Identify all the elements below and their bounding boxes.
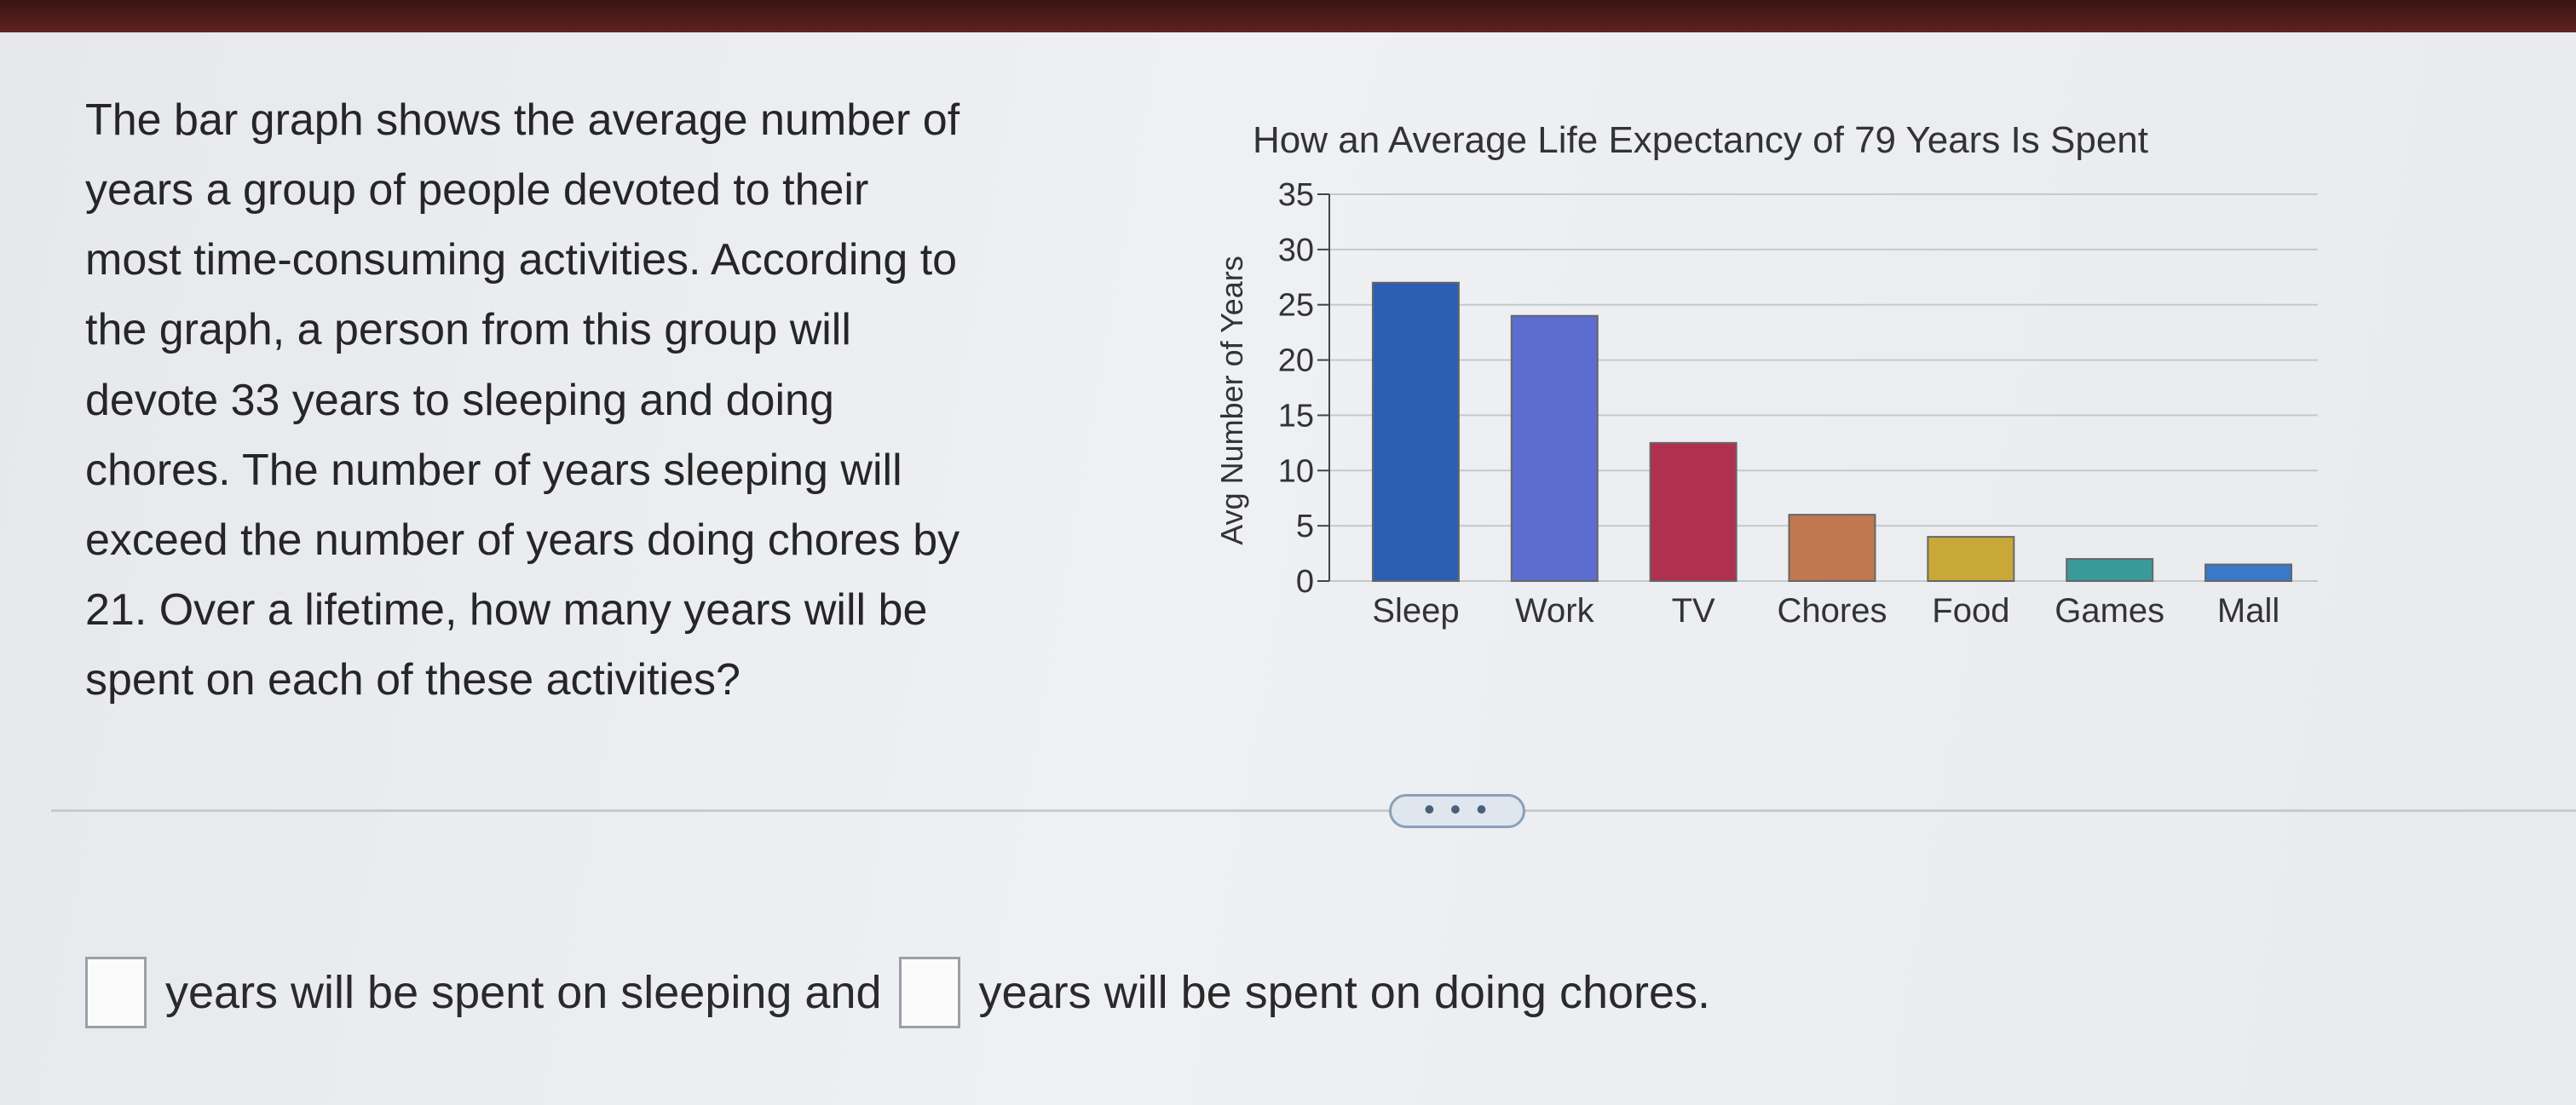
y-tick-label: 5: [1296, 509, 1314, 544]
bar-sleep: [1371, 281, 1460, 582]
bar-chores: [1788, 514, 1876, 582]
x-tick-label: Work: [1515, 592, 1595, 630]
y-tick-label: 20: [1278, 343, 1314, 379]
x-tick-label: Food: [1932, 592, 2009, 630]
question-line: years a group of people devoted to their: [85, 165, 869, 216]
bar-chart: 0 5 10 15 20 25 30 35 Sleep Work TV Chores Food Games…: [1214, 177, 2318, 630]
bar-food: [1927, 536, 2015, 583]
question-line: The bar graph shows the average number o…: [85, 95, 960, 145]
answer-row: years will be spent on sleeping and year…: [85, 954, 1710, 1031]
bar-games: [2066, 558, 2154, 582]
bar-mall: [2204, 563, 2293, 582]
answer-text-chores: years will be spent on doing chores.: [978, 967, 1711, 1018]
more-options-button[interactable]: • • •: [1389, 794, 1525, 828]
y-tick-label: 25: [1278, 288, 1314, 324]
x-tick-label: Sleep: [1372, 592, 1459, 630]
question-line: spent on each of these activities?: [85, 655, 741, 705]
top-bar: [0, 0, 2576, 32]
bar-work: [1510, 314, 1599, 583]
y-tick-label: 10: [1278, 453, 1314, 489]
x-tick-label: Chores: [1778, 592, 1887, 630]
y-tick-label: 30: [1278, 233, 1314, 268]
y-tick-label: 0: [1296, 564, 1314, 600]
chart-title: How an Average Life Expectancy of 79 Yea…: [1253, 119, 2148, 161]
question-line: 21. Over a lifetime, how many years will…: [85, 585, 928, 636]
question-line: most time-consuming activities. Accordin…: [85, 235, 958, 285]
answer-text-sleep: years will be spent on sleeping and: [165, 967, 882, 1018]
sleep-years-input[interactable]: [85, 957, 147, 1028]
bar-tv: [1649, 441, 1738, 582]
y-axis-label: Avg Number of Years: [1214, 256, 1249, 545]
x-tick-label: TV: [1672, 592, 1715, 630]
question-line: devote 33 years to sleeping and doing: [85, 375, 834, 425]
x-tick-label: Games: [2054, 592, 2164, 630]
divider: [51, 809, 2576, 812]
question-text: The bar graph shows the average number o…: [85, 85, 1193, 715]
y-tick-label: 15: [1278, 398, 1314, 434]
x-tick-label: Mall: [2217, 592, 2279, 630]
chores-years-input[interactable]: [898, 957, 960, 1028]
question-line: the graph, a person from this group will: [85, 305, 851, 355]
y-tick-label: 35: [1278, 177, 1314, 213]
question-line: chores. The number of years sleeping wil…: [85, 445, 902, 495]
question-line: exceed the number of years doing chores …: [85, 515, 960, 565]
